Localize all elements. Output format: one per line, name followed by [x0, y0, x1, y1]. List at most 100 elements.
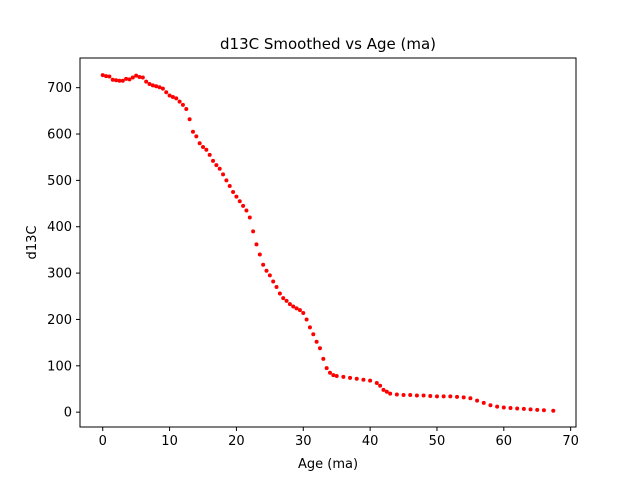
data-point [314, 339, 319, 344]
data-point [441, 394, 446, 399]
data-point [120, 78, 125, 83]
y-axis-label: d13C [25, 226, 40, 260]
data-point [317, 346, 322, 351]
data-point [521, 406, 526, 411]
data-point [214, 163, 219, 168]
data-point [244, 208, 249, 213]
plot-frame [79, 57, 577, 428]
data-point [184, 106, 189, 111]
data-point [287, 302, 292, 307]
x-tick-label: 20 [228, 434, 245, 449]
y-tick-label: 700 [47, 81, 72, 96]
data-point [224, 178, 229, 183]
data-point [481, 400, 486, 405]
data-point [354, 376, 359, 381]
data-point [535, 407, 540, 412]
data-point [331, 373, 336, 378]
data-point [144, 79, 149, 84]
data-point [378, 383, 383, 388]
data-point [297, 308, 302, 313]
data-point [170, 94, 175, 99]
data-point [515, 406, 520, 411]
data-point [551, 408, 556, 413]
data-point [468, 396, 473, 401]
x-tick-label: 60 [496, 434, 513, 449]
data-point [197, 141, 202, 146]
data-point [291, 304, 296, 309]
data-point [124, 76, 129, 81]
data-point [130, 75, 135, 80]
data-point [140, 75, 145, 80]
data-point [307, 325, 312, 330]
x-tick-label: 50 [429, 434, 446, 449]
data-point [174, 96, 179, 101]
data-point [414, 393, 419, 398]
data-point [114, 78, 119, 83]
data-point [267, 273, 272, 278]
data-point [167, 93, 172, 98]
x-tick-label: 0 [99, 434, 107, 449]
y-tick-label: 300 [47, 267, 72, 282]
y-tick-label: 0 [64, 406, 72, 421]
data-point [475, 398, 480, 403]
data-point [100, 73, 105, 78]
data-point [117, 78, 122, 83]
data-point [277, 291, 282, 296]
data-point [274, 285, 279, 290]
x-axis-ticks: 0 10 20 30 40 50 60 70 [99, 427, 579, 449]
data-point [368, 378, 373, 383]
data-point [528, 407, 533, 412]
data-point [107, 74, 112, 79]
x-tick-label: 70 [562, 434, 579, 449]
data-point [104, 74, 109, 79]
data-point [284, 298, 289, 303]
data-point [448, 394, 453, 399]
data-point [234, 194, 239, 199]
data-point [374, 380, 379, 385]
data-point [190, 129, 195, 134]
data-point [154, 84, 159, 89]
data-point [241, 203, 246, 208]
x-tick-label: 40 [362, 434, 379, 449]
data-point [271, 279, 276, 284]
data-point [187, 117, 192, 122]
data-point [231, 189, 236, 194]
data-point [381, 387, 386, 392]
data-point [394, 392, 399, 397]
data-point [434, 394, 439, 399]
data-point [455, 394, 460, 399]
data-point [204, 147, 209, 152]
y-tick-label: 500 [47, 174, 72, 189]
y-tick-label: 400 [47, 220, 72, 235]
data-point [321, 356, 326, 361]
data-point [301, 310, 306, 315]
data-point [428, 393, 433, 398]
y-tick-label: 200 [47, 313, 72, 328]
data-point [157, 85, 162, 90]
data-point [164, 90, 169, 95]
data-point [264, 268, 269, 273]
data-point [254, 242, 259, 247]
data-point [328, 370, 333, 375]
data-point [508, 405, 513, 410]
x-tick-label: 30 [295, 434, 312, 449]
data-point [388, 391, 393, 396]
data-point [311, 332, 316, 337]
data-point [127, 77, 132, 82]
data-point [501, 405, 506, 410]
x-tick-label: 10 [161, 434, 178, 449]
data-point [461, 395, 466, 400]
y-axis-ticks: 0 100 200 300 400 500 600 700 [47, 81, 80, 421]
data-point [294, 306, 299, 311]
data-point [541, 408, 546, 413]
data-point [401, 393, 406, 398]
data-point [281, 296, 286, 301]
y-tick-label: 600 [47, 128, 72, 143]
data-point [227, 183, 232, 188]
data-point [251, 229, 256, 234]
data-point [211, 158, 216, 163]
data-point [247, 215, 252, 220]
data-point [207, 152, 212, 157]
y-tick-label: 100 [47, 359, 72, 374]
